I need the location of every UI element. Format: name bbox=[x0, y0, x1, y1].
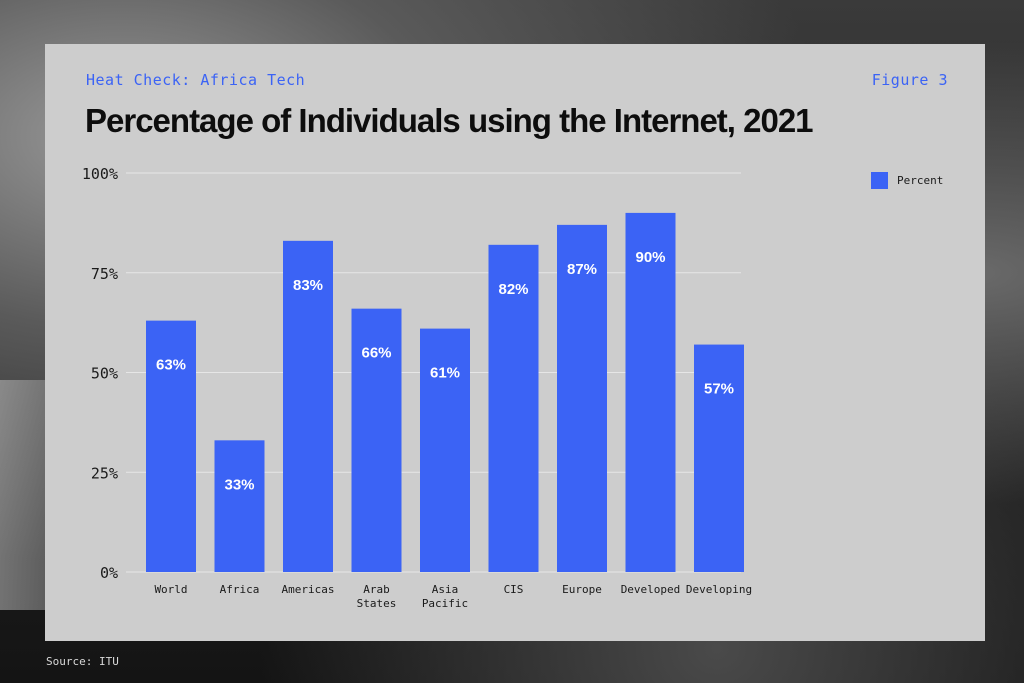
x-axis-labels: World Africa Americas Arab States Asia Pacific… bbox=[154, 583, 752, 610]
y-tick-label: 75% bbox=[91, 265, 118, 283]
data-label: 83% bbox=[293, 277, 323, 294]
series-kicker: Heat Check: Africa Tech bbox=[86, 71, 306, 89]
bar bbox=[557, 224, 607, 572]
bar bbox=[351, 308, 402, 572]
data-label: 57% bbox=[704, 381, 734, 398]
bar bbox=[694, 344, 744, 572]
x-tick-label: Americas bbox=[282, 583, 335, 596]
y-axis-ticks: 0% 25% 50% 75% 100% bbox=[82, 165, 118, 582]
x-tick-label: Africa bbox=[220, 583, 260, 596]
data-label: 82% bbox=[498, 281, 528, 298]
bar bbox=[420, 328, 470, 572]
data-label: 87% bbox=[567, 261, 597, 278]
y-tick-label: 0% bbox=[100, 564, 118, 582]
data-label: 63% bbox=[156, 357, 186, 374]
y-tick-label: 100% bbox=[82, 165, 118, 183]
chart-card: Heat Check: Africa Tech Figure 3 Percent… bbox=[45, 44, 985, 641]
data-label: 61% bbox=[430, 365, 460, 382]
data-label: 66% bbox=[361, 345, 391, 362]
bar bbox=[625, 212, 676, 572]
y-tick-label: 25% bbox=[91, 464, 118, 482]
chart-title: Percentage of Individuals using the Inte… bbox=[85, 102, 814, 139]
bar-chart: 0% 25% 50% 75% 100% 63% 33% 83% 66% 61% 82% 87% 90%… bbox=[82, 165, 943, 610]
x-tick-label: Asia Pacific bbox=[422, 583, 468, 610]
x-tick-label: Europe bbox=[562, 583, 602, 596]
source-note: Source: ITU bbox=[46, 655, 119, 668]
x-tick-label: World bbox=[154, 583, 187, 596]
x-tick-label: Developing bbox=[686, 583, 752, 596]
figure-label: Figure 3 bbox=[871, 71, 948, 89]
legend-swatch bbox=[871, 172, 888, 189]
y-tick-label: 50% bbox=[91, 365, 118, 383]
bars: 63% 33% 83% 66% 61% 82% 87% 90% 57% bbox=[146, 212, 744, 572]
x-tick-label: Arab States bbox=[357, 583, 397, 610]
bar bbox=[488, 244, 539, 572]
legend-label: Percent bbox=[897, 174, 943, 187]
bar bbox=[214, 440, 265, 572]
x-tick-label: CIS bbox=[504, 583, 524, 596]
data-label: 33% bbox=[224, 476, 254, 493]
x-tick-label: Developed bbox=[621, 583, 681, 596]
bar bbox=[146, 320, 196, 572]
data-label: 90% bbox=[635, 249, 665, 266]
legend: Percent bbox=[871, 172, 943, 189]
bar bbox=[283, 240, 333, 572]
